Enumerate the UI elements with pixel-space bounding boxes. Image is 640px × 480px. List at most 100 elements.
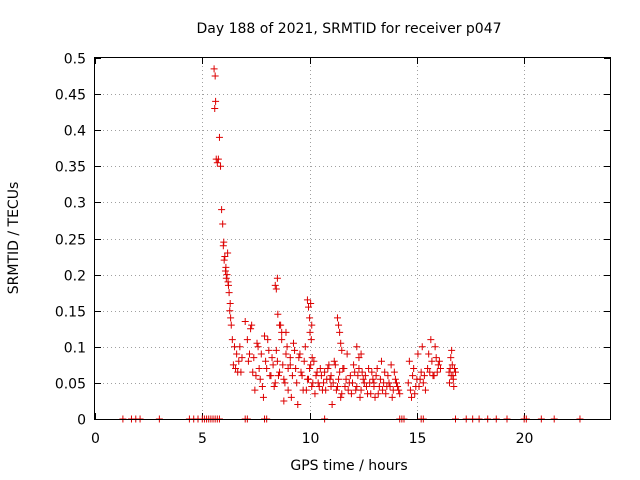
data-point [355, 364, 363, 372]
data-point [417, 368, 425, 376]
data-point [374, 390, 382, 398]
data-point [280, 375, 288, 383]
data-point [345, 379, 353, 387]
data-point [433, 368, 441, 376]
data-point [337, 339, 345, 347]
data-point [367, 390, 375, 398]
y-axis-label: SRMTID / TECUs [6, 182, 22, 295]
data-point [352, 386, 360, 394]
data-point [351, 368, 359, 376]
data-point [307, 299, 315, 307]
data-point [436, 364, 444, 372]
data-point [270, 383, 278, 391]
data-point [271, 281, 279, 289]
y-axis-ticks: 0 0.05 0.1 0.15 0.2 0.25 0.3 0.35 0.4 0.45 0.5 [55, 52, 610, 429]
data-point [294, 401, 302, 409]
data-point [214, 155, 222, 163]
data-point [228, 336, 236, 344]
x-tick-label: 15 [409, 431, 427, 447]
data-point [226, 299, 234, 307]
data-point [321, 368, 329, 376]
data-point [307, 336, 315, 344]
data-point [387, 361, 395, 369]
data-point [431, 343, 439, 351]
data-point [257, 350, 265, 358]
data-point [274, 310, 282, 318]
data-point [261, 332, 269, 340]
data-point [219, 242, 227, 250]
data-point [335, 375, 343, 383]
y-tick-label: 0 [77, 413, 86, 429]
data-point [419, 379, 427, 387]
data-point [327, 383, 335, 391]
data-point [308, 383, 316, 391]
data-point [395, 386, 403, 394]
data-point [347, 390, 355, 398]
y-tick-label: 0.35 [55, 160, 86, 176]
data-point [341, 383, 349, 391]
y-tick-label: 0.2 [64, 269, 86, 285]
data-point [435, 357, 443, 365]
data-point [370, 379, 378, 387]
data-point [353, 383, 361, 391]
data-point [337, 393, 345, 401]
plot-frame [94, 57, 611, 420]
data-point [286, 354, 294, 362]
x-tick-label: 20 [516, 431, 534, 447]
data-point [320, 379, 328, 387]
data-point [342, 375, 350, 383]
data-point [313, 368, 321, 376]
data-point [315, 383, 323, 391]
data-point [265, 346, 273, 354]
data-point [426, 368, 434, 376]
data-point [394, 383, 402, 391]
data-point [276, 368, 284, 376]
data-point [244, 357, 252, 365]
data-point [368, 368, 376, 376]
data-point [327, 372, 335, 380]
data-point [276, 321, 284, 329]
data-point [281, 379, 289, 387]
data-point [392, 379, 400, 387]
data-point [447, 354, 455, 362]
data-point [358, 368, 366, 376]
data-point [362, 383, 370, 391]
data-point [350, 361, 358, 369]
data-point [309, 379, 317, 387]
data-point [391, 375, 399, 383]
data-point [263, 364, 271, 372]
data-point [338, 390, 346, 398]
data-point [355, 354, 363, 362]
data-point [288, 372, 296, 380]
data-point [215, 133, 223, 141]
data-point [330, 357, 338, 365]
data-point [295, 354, 303, 362]
data-point [249, 368, 257, 376]
data-point [305, 303, 313, 311]
data-point [234, 368, 242, 376]
data-point [432, 354, 440, 362]
x-tick-label: 10 [302, 431, 320, 447]
data-point [306, 314, 314, 322]
data-point [448, 346, 456, 354]
data-point [236, 343, 244, 351]
data-point [336, 368, 344, 376]
data-point [344, 386, 352, 394]
data-point [254, 343, 262, 351]
data-point [292, 364, 300, 372]
data-point [210, 65, 218, 73]
data-point [284, 386, 292, 394]
data-point [332, 386, 340, 394]
data-point [211, 72, 219, 80]
data-point [250, 354, 258, 362]
data-point [375, 383, 383, 391]
data-point [283, 343, 291, 351]
x-axis-label: GPS time / hours [290, 458, 407, 474]
x-tick-label: 5 [198, 431, 207, 447]
data-point [369, 375, 377, 383]
data-point [218, 206, 226, 214]
data-point [223, 271, 231, 279]
data-point [278, 336, 286, 344]
data-point [221, 267, 229, 275]
data-point [284, 364, 292, 372]
